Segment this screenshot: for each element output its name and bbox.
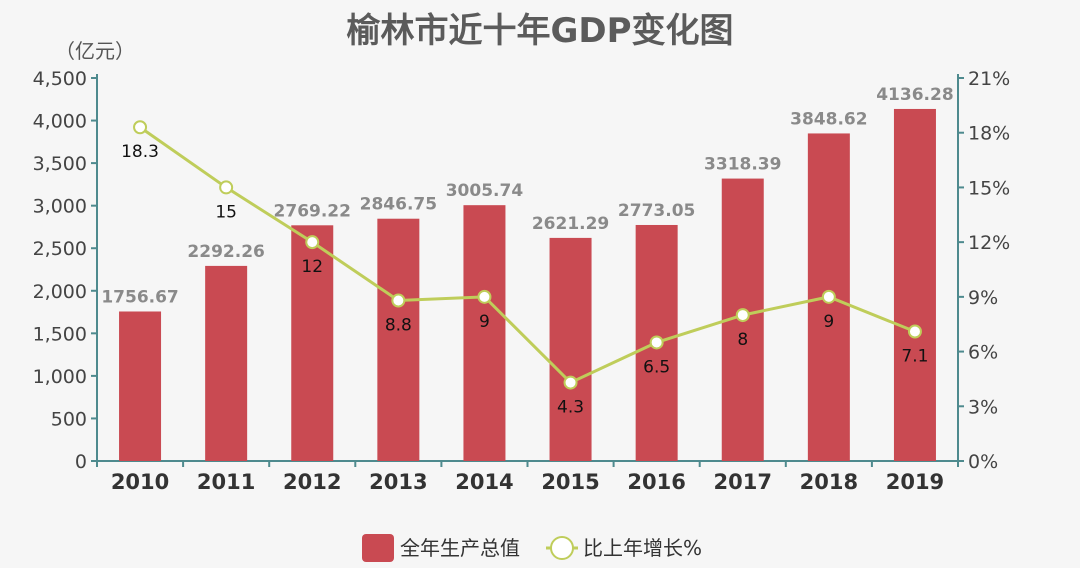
x-tick-label: 2010	[111, 470, 169, 494]
y-left-tick-label: 3,500	[33, 153, 87, 175]
gdp-bar-value-label: 4136.28	[876, 85, 953, 105]
growth-point[interactable]	[477, 289, 492, 304]
growth-value-label: 15	[215, 202, 237, 222]
y-right-tick-label: 3%	[968, 396, 998, 418]
growth-point[interactable]	[305, 235, 320, 250]
y-right-tick-label: 21%	[968, 68, 1010, 90]
growth-value-label: 7.1	[901, 347, 928, 367]
growth-value-label: 6.5	[643, 357, 670, 377]
y-right-tick-label: 18%	[968, 123, 1010, 145]
gdp-bar-value-label: 1756.67	[101, 287, 178, 307]
x-tick-label: 2019	[886, 470, 944, 494]
growth-value-label: 8.8	[385, 316, 412, 336]
growth-point[interactable]	[735, 308, 750, 323]
gdp-bar[interactable]	[549, 237, 592, 461]
y-right-tick-label: 12%	[968, 232, 1010, 254]
x-tick-label: 2012	[283, 470, 341, 494]
x-tick-label: 2018	[800, 470, 858, 494]
x-tick-label: 2011	[197, 470, 255, 494]
x-tick-label: 2013	[369, 470, 427, 494]
y-left-tick-label: 2,500	[33, 238, 87, 260]
growth-point[interactable]	[391, 293, 406, 308]
y-axis-unit-label: （亿元）	[55, 39, 135, 63]
gdp-bar-value-label: 3318.39	[704, 155, 781, 175]
x-tick-label: 2016	[627, 470, 685, 494]
gdp-bar[interactable]	[119, 311, 162, 461]
y-left-tick-label: 0	[75, 451, 87, 473]
axes: 0 500 1,000 1,500 2,000 2,500 3,000 3,500 4,000 4…	[33, 68, 1011, 494]
y-left-tick-label: 500	[51, 408, 87, 430]
growth-point[interactable]	[907, 324, 922, 339]
growth-value-label: 8	[737, 330, 748, 350]
gdp-bar-value-label: 2769.22	[274, 201, 351, 221]
chart-title: 榆林市近十年GDP变化图	[346, 11, 733, 51]
growth-line	[139, 126, 916, 385]
growth-point[interactable]	[219, 180, 234, 195]
growth-value-label: 9	[823, 312, 834, 332]
x-tick-label: 2015	[541, 470, 599, 494]
x-tick-label: 2014	[455, 470, 513, 494]
data-labels: 1756.67 2292.26 2769.22 2846.75 3005.74 2621.…	[101, 85, 953, 418]
legend-line-label[interactable]: 比上年增长%	[583, 536, 702, 560]
growth-point[interactable]	[563, 375, 578, 390]
y-left-tick-label: 1,500	[33, 323, 87, 345]
legend-line-marker[interactable]	[550, 536, 574, 560]
growth-point[interactable]	[821, 289, 836, 304]
line-series	[133, 120, 922, 390]
y-right-tick-label: 6%	[968, 342, 998, 364]
y-left-tick-label: 4,500	[33, 68, 87, 90]
gdp-bar[interactable]	[291, 225, 334, 461]
growth-value-label: 18.3	[121, 142, 159, 162]
gdp-bar-value-label: 3848.62	[790, 109, 867, 129]
y-left-tick-label: 3,000	[33, 196, 87, 218]
gdp-bar-value-label: 2621.29	[532, 214, 609, 234]
gdp-bar[interactable]	[205, 265, 248, 461]
y-left-tick-label: 4,000	[33, 111, 87, 133]
y-right-tick-label: 15%	[968, 177, 1010, 199]
growth-value-label: 4.3	[557, 398, 584, 418]
y-right-tick-label: 9%	[968, 287, 998, 309]
x-tick-label: 2017	[714, 470, 772, 494]
y-right-tick-label: 0%	[968, 451, 998, 473]
legend-bar-label[interactable]: 全年生产总值	[400, 536, 520, 560]
gdp-bar-value-label: 2773.05	[618, 201, 695, 221]
gdp-bar-value-label: 2846.75	[360, 195, 437, 215]
y-left-tick-label: 2,000	[33, 281, 87, 303]
gdp-bar-value-label: 3005.74	[446, 181, 524, 201]
growth-point[interactable]	[133, 120, 148, 135]
y-left-tick-label: 1,000	[33, 366, 87, 388]
growth-value-label: 9	[479, 312, 490, 332]
gdp-bar[interactable]	[463, 205, 506, 461]
growth-point[interactable]	[649, 335, 664, 350]
gdp-bar[interactable]	[893, 108, 936, 462]
legend[interactable]: 全年生产总值 比上年增长%	[362, 534, 702, 562]
legend-bar-swatch[interactable]	[362, 534, 394, 562]
bar-series	[119, 108, 936, 462]
gdp-bar[interactable]	[377, 218, 420, 461]
gdp-bar-value-label: 2292.26	[187, 242, 264, 262]
growth-value-label: 12	[301, 257, 323, 277]
